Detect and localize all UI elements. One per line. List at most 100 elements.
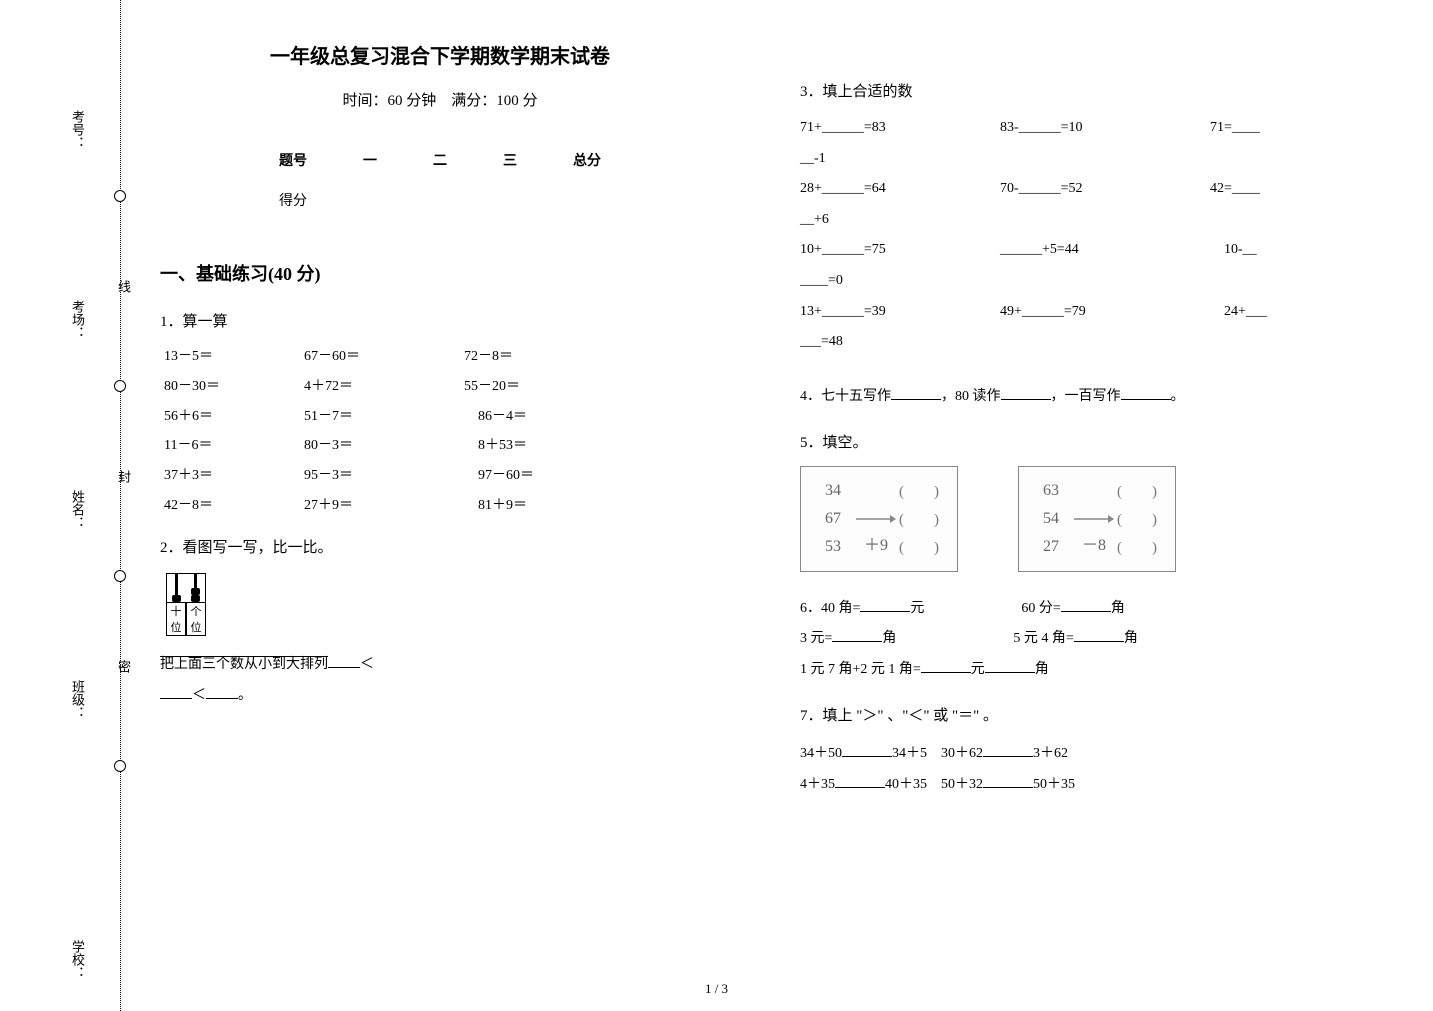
box-diagram-left: 34 ＋9 ( ) 67 ( ) 53 ( ) xyxy=(800,466,958,572)
calc-cell: 27＋9＝ xyxy=(304,494,464,518)
document-subtitle: 时间：60 分钟 满分：100 分 xyxy=(160,89,720,110)
arrow-icon xyxy=(856,511,896,527)
score-header: 三 xyxy=(475,140,545,180)
q3-grid: 71+______=83 83-______=10 71=____ __-1 2… xyxy=(800,115,1360,356)
q4-text: 4．七十五写作 xyxy=(800,389,891,404)
q3-cell: 13+______=39 xyxy=(800,299,1000,326)
score-header: 题号 xyxy=(251,140,335,180)
circle-marker xyxy=(114,380,126,392)
calc-cell: 42－8＝ xyxy=(164,494,304,518)
question-title: 7．填上 "＞" 、"＜" 或 "＝" 。 xyxy=(800,704,1360,725)
q7-text: 50＋35 xyxy=(1033,777,1075,792)
circle-marker xyxy=(114,190,126,202)
q3-cell: 10-__ xyxy=(1210,237,1360,264)
q7-text: 34＋5 30＋62 xyxy=(892,746,983,761)
binding-margin: 考号： 考场： 姓名： 班级： 学校： 线 封 密 xyxy=(70,0,130,1011)
right-column: 3．填上合适的数 71+______=83 83-______=10 71=__… xyxy=(800,40,1360,801)
sort-period: 。 xyxy=(238,688,252,703)
q3-cell: 28+______=64 xyxy=(800,176,1000,203)
page-number: 1 / 3 xyxy=(705,981,728,997)
box-op: ＋9 xyxy=(864,531,888,555)
arrow-cell: －8 xyxy=(1071,511,1117,527)
score-row-label: 得分 xyxy=(251,180,335,220)
document-title: 一年级总复习混合下学期数学期末试卷 xyxy=(160,40,720,69)
dotted-line xyxy=(120,0,121,1011)
q6-text: 角 xyxy=(882,631,896,646)
arrow-icon xyxy=(1074,511,1114,527)
q7-text: 3＋62 xyxy=(1033,746,1068,761)
box-num: 53 xyxy=(813,538,853,556)
circle-marker xyxy=(114,760,126,772)
box-op: －8 xyxy=(1082,531,1106,555)
circle-marker xyxy=(114,570,126,582)
left-column: 一年级总复习混合下学期数学期末试卷 时间：60 分钟 满分：100 分 题号 一… xyxy=(160,40,720,801)
calc-cell: 72－8＝ xyxy=(464,345,624,369)
binding-label: 姓名： xyxy=(68,490,87,529)
arrow-cell: ＋9 xyxy=(853,511,899,527)
box-paren: ( ) xyxy=(1117,508,1163,529)
q6-line3: 1 元 7 角+2 元 1 角=元角 xyxy=(800,655,1360,686)
calc-cell: 37＋3＝ xyxy=(164,464,304,488)
q3-cell: ______+5=44 xyxy=(1000,237,1210,264)
q3-cell: 42=____ xyxy=(1210,176,1360,203)
calc-cell: 13－5＝ xyxy=(164,345,304,369)
place-label: 个位 xyxy=(186,603,206,636)
q6-text: 角 xyxy=(1111,601,1125,616)
sort-lt: ＜ xyxy=(360,657,374,672)
q6-line2: 3 元=角 5 元 4 角=角 xyxy=(800,624,1360,655)
table-row: 得分 xyxy=(251,180,629,220)
q6-text: 3 元= xyxy=(800,631,832,646)
q4-text: ，80 读作 xyxy=(941,389,1001,404)
q6-text: 元 xyxy=(971,662,985,677)
q3-cell: __-1 xyxy=(800,146,1000,173)
q3-cell: 10+______=75 xyxy=(800,237,1000,264)
calc-cell: 55－20＝ xyxy=(464,375,624,399)
box-num: 54 xyxy=(1031,510,1071,528)
calc-cell: 56＋6＝ xyxy=(164,405,304,429)
calc-cell: 8＋53＝ xyxy=(464,434,624,458)
q6-text: 元 xyxy=(910,601,924,616)
box-paren: ( ) xyxy=(899,508,945,529)
section-title: 一、基础练习(40 分) xyxy=(160,260,720,286)
q3-cell: 83-______=10 xyxy=(1000,115,1210,142)
box-paren: ( ) xyxy=(899,536,945,557)
score-header: 总分 xyxy=(545,140,629,180)
q3-cell: 24+___ xyxy=(1210,299,1360,326)
box-diagrams: 34 ＋9 ( ) 67 ( ) 53 ( ) 63 －8 ( ) 54 xyxy=(800,466,1360,572)
binding-label: 考号： xyxy=(68,110,87,149)
abacus-diagram: 十位 个位 xyxy=(160,573,720,636)
calc-cell: 11－6＝ xyxy=(164,434,304,458)
q7-text: 40＋35 50＋32 xyxy=(885,777,983,792)
score-table: 题号 一 二 三 总分 得分 xyxy=(251,140,629,220)
calc-cell: 86－4＝ xyxy=(464,405,624,429)
box-num: 34 xyxy=(813,482,853,500)
sort-lt: ＜ xyxy=(192,688,206,703)
q7-row2: 4＋3540＋35 50＋3250＋35 xyxy=(800,770,1360,801)
calc-cell: 97－60＝ xyxy=(464,464,624,488)
place-label: 十位 xyxy=(166,603,186,636)
question-title: 5．填空。 xyxy=(800,431,1360,452)
q6-text: 60 分= xyxy=(1021,601,1060,616)
q3-cell: 70-______=52 xyxy=(1000,176,1210,203)
q4-text: ，一百写作 xyxy=(1051,389,1121,404)
question-title: 2．看图写一写，比一比。 xyxy=(160,536,720,557)
box-paren: ( ) xyxy=(899,480,945,501)
calc-cell: 67－60＝ xyxy=(304,345,464,369)
binding-label: 班级： xyxy=(68,680,87,719)
q7-row1: 34＋5034＋5 30＋623＋62 xyxy=(800,739,1360,770)
q3-cell: ____=0 xyxy=(800,268,1000,295)
q3-cell: 71=____ xyxy=(1210,115,1360,142)
binding-label: 学校： xyxy=(68,940,87,979)
q6-text: 1 元 7 角+2 元 1 角= xyxy=(800,662,921,677)
q6-line1: 6．40 角= 元 60 分= 角 xyxy=(800,594,1360,625)
q3-cell: 49+______=79 xyxy=(1000,299,1210,326)
seal-char: 线 xyxy=(114,280,133,293)
q6-text: 6．40 角= xyxy=(800,601,860,616)
score-header: 二 xyxy=(405,140,475,180)
q3-cell: __+6 xyxy=(800,207,1000,234)
box-num: 63 xyxy=(1031,482,1071,500)
calc-cell: 80－3＝ xyxy=(304,434,464,458)
question-title: 1．算一算 xyxy=(160,310,720,331)
binding-label: 考场： xyxy=(68,300,87,339)
box-num: 67 xyxy=(813,510,853,528)
